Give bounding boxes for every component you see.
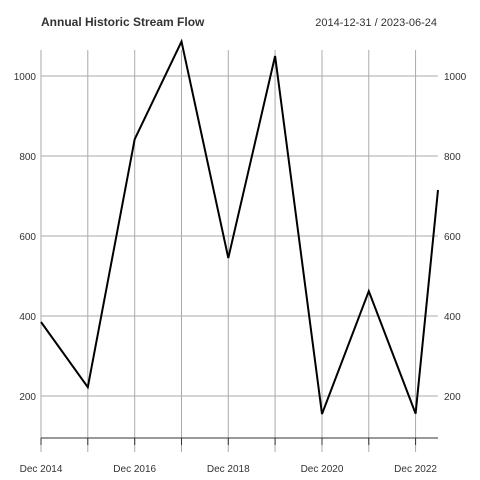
x-tick-label: Dec 2016 (113, 464, 156, 475)
x-tick-label: Dec 2020 (301, 464, 344, 475)
y-tick-label-right: 800 (444, 152, 461, 163)
series-layer (40, 38, 439, 415)
x-tick-label: Dec 2018 (207, 464, 250, 475)
y-tick-label-right: 200 (444, 392, 461, 403)
y-tick-label-left: 800 (19, 152, 36, 163)
y-tick-label-left: 600 (19, 232, 36, 243)
chart-title: Annual Historic Stream Flow (41, 15, 205, 29)
y-tick-label-right: 1000 (444, 72, 467, 83)
date-range-label: 2014-12-31 / 2023-06-24 (315, 17, 437, 29)
x-tick-label: Dec 2014 (20, 464, 63, 475)
y-tick-label-left: 200 (19, 392, 36, 403)
stream-flow-line (40, 38, 439, 415)
y-tick-label-right: 600 (444, 232, 461, 243)
tick-labels: 200 200 400 400 600 600 800 800 1000 1000 Dec 2014… (14, 72, 467, 475)
x-tick-label: Dec 2022 (394, 464, 437, 475)
y-tick-label-left: 400 (19, 312, 36, 323)
y-tick-label-right: 400 (444, 312, 461, 323)
axes (40, 437, 438, 445)
grid-lines (40, 50, 438, 452)
y-tick-label-left: 1000 (14, 72, 37, 83)
